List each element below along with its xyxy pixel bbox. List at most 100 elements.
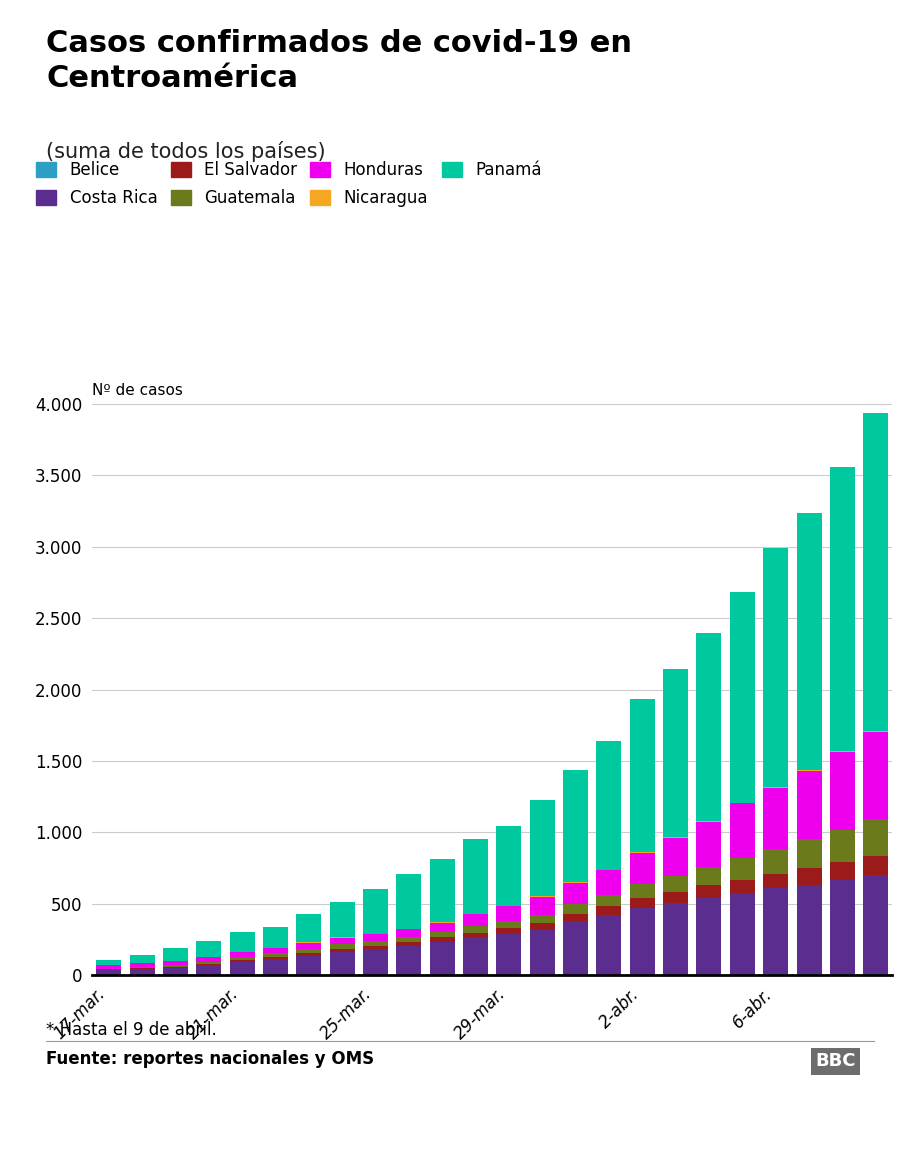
Bar xyxy=(729,881,754,893)
Bar xyxy=(329,938,354,944)
Bar xyxy=(163,961,187,965)
Bar xyxy=(529,800,554,897)
Bar xyxy=(296,953,321,956)
Bar xyxy=(396,946,421,975)
Bar xyxy=(529,897,554,915)
Bar xyxy=(796,868,821,885)
Text: (suma de todos los países): (suma de todos los países) xyxy=(46,141,325,162)
Bar xyxy=(829,752,854,830)
Bar xyxy=(729,803,754,857)
Bar xyxy=(729,592,754,803)
Bar xyxy=(396,929,421,937)
Bar xyxy=(729,893,754,975)
Bar xyxy=(263,957,288,959)
Bar xyxy=(163,965,187,967)
Bar xyxy=(630,699,654,853)
Bar xyxy=(529,930,554,975)
Bar xyxy=(296,914,321,943)
Bar xyxy=(462,839,487,914)
Bar xyxy=(630,898,654,908)
Bar xyxy=(329,952,354,975)
Legend: Belice, Costa Rica, El Salvador, Guatemala, Honduras, Nicaragua, Panamá: Belice, Costa Rica, El Salvador, Guatema… xyxy=(36,160,540,207)
Bar xyxy=(130,969,154,975)
Bar xyxy=(630,908,654,975)
Bar xyxy=(130,956,154,964)
Bar xyxy=(296,956,321,975)
Bar xyxy=(263,959,288,975)
Bar xyxy=(429,932,454,937)
Bar xyxy=(562,770,587,882)
Bar xyxy=(163,968,187,975)
Bar xyxy=(562,904,587,914)
Bar xyxy=(363,941,388,946)
Bar xyxy=(230,952,255,958)
Bar xyxy=(263,927,288,947)
Bar xyxy=(496,932,521,975)
Bar xyxy=(630,853,654,884)
Bar xyxy=(696,634,720,822)
Bar xyxy=(496,906,521,921)
Bar xyxy=(796,771,821,839)
Bar xyxy=(663,838,687,876)
Bar xyxy=(363,890,388,934)
Bar xyxy=(862,413,887,730)
Bar xyxy=(329,902,354,937)
Bar xyxy=(763,889,788,974)
Bar xyxy=(829,862,854,879)
Bar xyxy=(263,953,288,957)
Text: Casos confirmados de covid-19 en
Centroamérica: Casos confirmados de covid-19 en Centroa… xyxy=(46,29,631,92)
Bar xyxy=(763,874,788,889)
Bar xyxy=(862,819,887,856)
Bar xyxy=(596,741,620,870)
Bar xyxy=(796,839,821,868)
Bar xyxy=(496,928,521,932)
Bar xyxy=(363,935,388,941)
Bar xyxy=(96,969,121,975)
Bar xyxy=(596,870,620,896)
Bar xyxy=(462,937,487,975)
Bar xyxy=(429,859,454,922)
Bar xyxy=(696,898,720,975)
Bar xyxy=(663,902,687,975)
Bar xyxy=(496,826,521,906)
Bar xyxy=(396,874,421,929)
Bar xyxy=(230,962,255,975)
Bar xyxy=(829,830,854,862)
Bar xyxy=(596,896,620,906)
Bar xyxy=(663,669,687,838)
Bar xyxy=(429,942,454,975)
Bar xyxy=(596,906,620,915)
Bar xyxy=(396,942,421,946)
Bar xyxy=(596,915,620,975)
Bar xyxy=(729,857,754,881)
Bar xyxy=(230,960,255,962)
Bar xyxy=(829,879,854,974)
Bar xyxy=(96,960,121,965)
Bar xyxy=(796,885,821,974)
Bar xyxy=(862,856,887,875)
Bar xyxy=(196,965,221,975)
Bar xyxy=(296,943,321,949)
Bar xyxy=(296,949,321,953)
Bar xyxy=(663,876,687,892)
Bar xyxy=(329,949,354,952)
Bar xyxy=(763,548,788,787)
Bar xyxy=(462,932,487,937)
Bar xyxy=(763,848,788,874)
Bar xyxy=(96,965,121,968)
Bar xyxy=(763,788,788,848)
Bar xyxy=(230,932,255,952)
Text: Fuente: reportes nacionales y OMS: Fuente: reportes nacionales y OMS xyxy=(46,1050,374,1069)
Bar xyxy=(796,514,821,770)
Bar xyxy=(462,926,487,932)
Bar xyxy=(130,967,154,968)
Bar xyxy=(862,875,887,974)
Bar xyxy=(329,944,354,949)
Bar xyxy=(562,883,587,904)
Text: * Hasta el 9 de abril.: * Hasta el 9 de abril. xyxy=(46,1021,217,1040)
Bar xyxy=(529,915,554,923)
Bar xyxy=(696,822,720,867)
Bar xyxy=(196,961,221,964)
Text: BBC: BBC xyxy=(814,1052,855,1071)
Bar xyxy=(196,957,221,961)
